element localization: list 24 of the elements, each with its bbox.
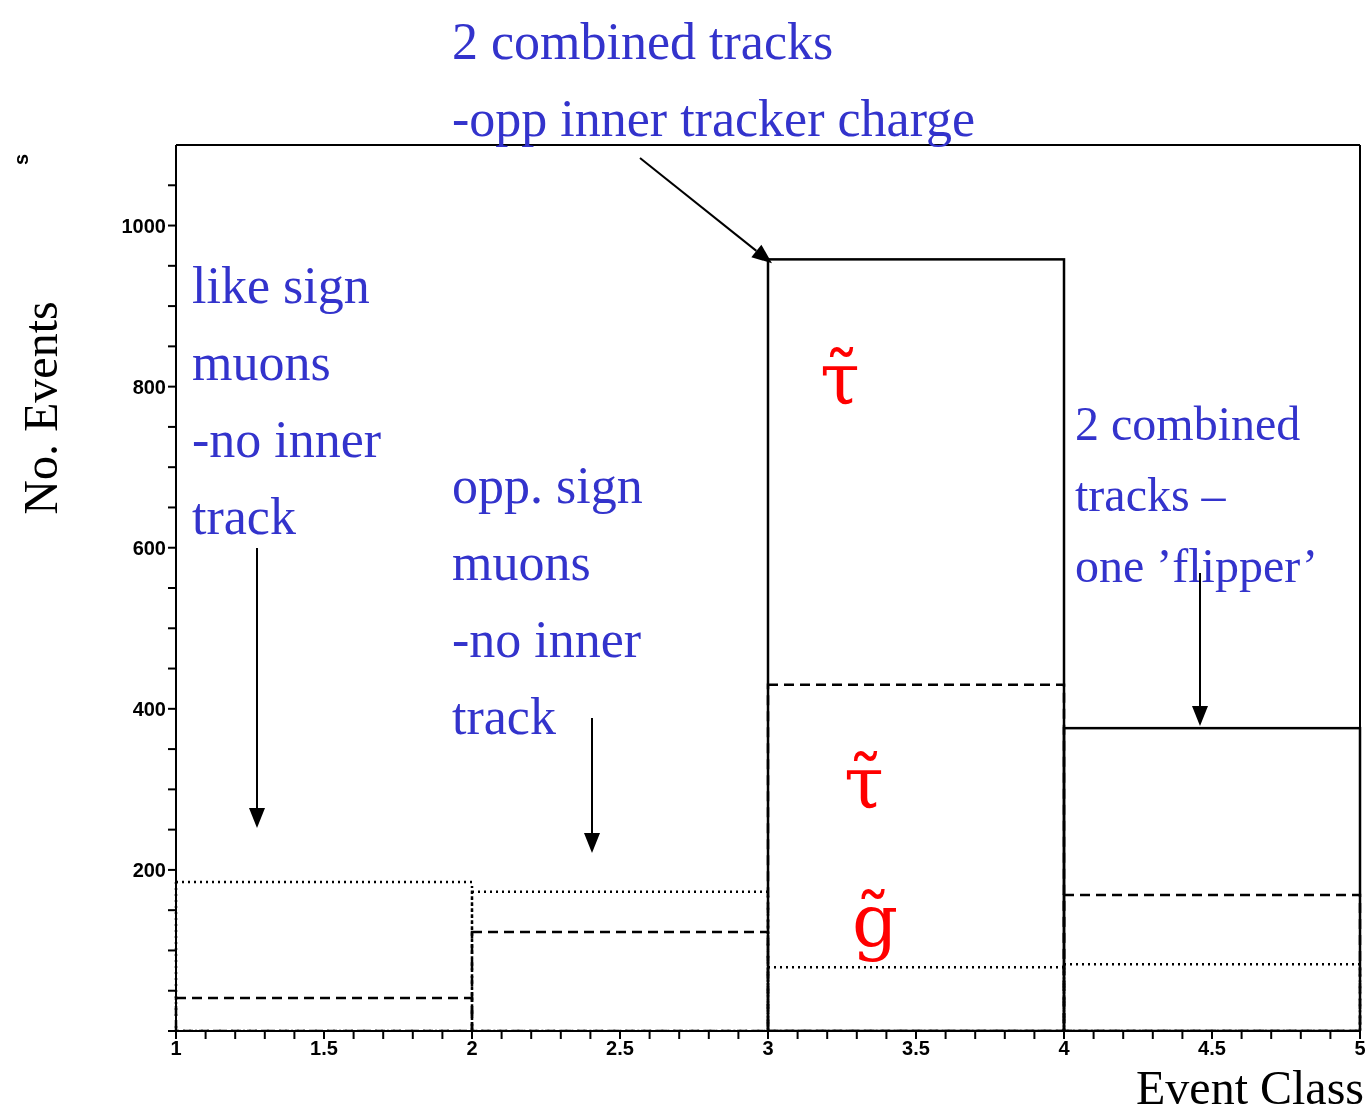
y-tick-label: 200: [132, 859, 166, 882]
x-tick-label: 5: [1354, 1037, 1366, 1060]
x-tick-label: 1: [170, 1037, 182, 1060]
x-tick-label: 3.5: [902, 1037, 930, 1060]
y-axis-title: No. Events: [12, 301, 68, 515]
x-axis-title: Event Class: [1136, 1061, 1364, 1114]
annotation: g̃: [852, 878, 899, 965]
annotation: opp. sign muons -no inner track: [452, 456, 643, 747]
x-tick-label: 4.5: [1198, 1037, 1226, 1060]
annotation: like sign muons -no inner track: [192, 256, 382, 547]
x-tick-label: 4: [1058, 1037, 1071, 1060]
y-tick-label: 800: [132, 375, 166, 398]
annotation: τ̃: [844, 740, 884, 827]
annotation: 2 combined tracks – one ’flipper’: [1075, 396, 1318, 595]
text: s: [10, 153, 34, 166]
annotation: 2 combined tracks -opp inner tracker charge: [452, 12, 976, 149]
annotation: τ̃: [820, 336, 860, 423]
y-tick-label: 1000: [121, 214, 166, 237]
x-tick-label: 2.5: [606, 1037, 634, 1060]
x-tick-label: 3: [762, 1037, 774, 1060]
y-tick-label: 400: [132, 697, 166, 720]
x-tick-label: 2: [466, 1037, 478, 1060]
x-tick-label: 1.5: [310, 1037, 338, 1060]
y-tick-label: 600: [132, 536, 166, 559]
